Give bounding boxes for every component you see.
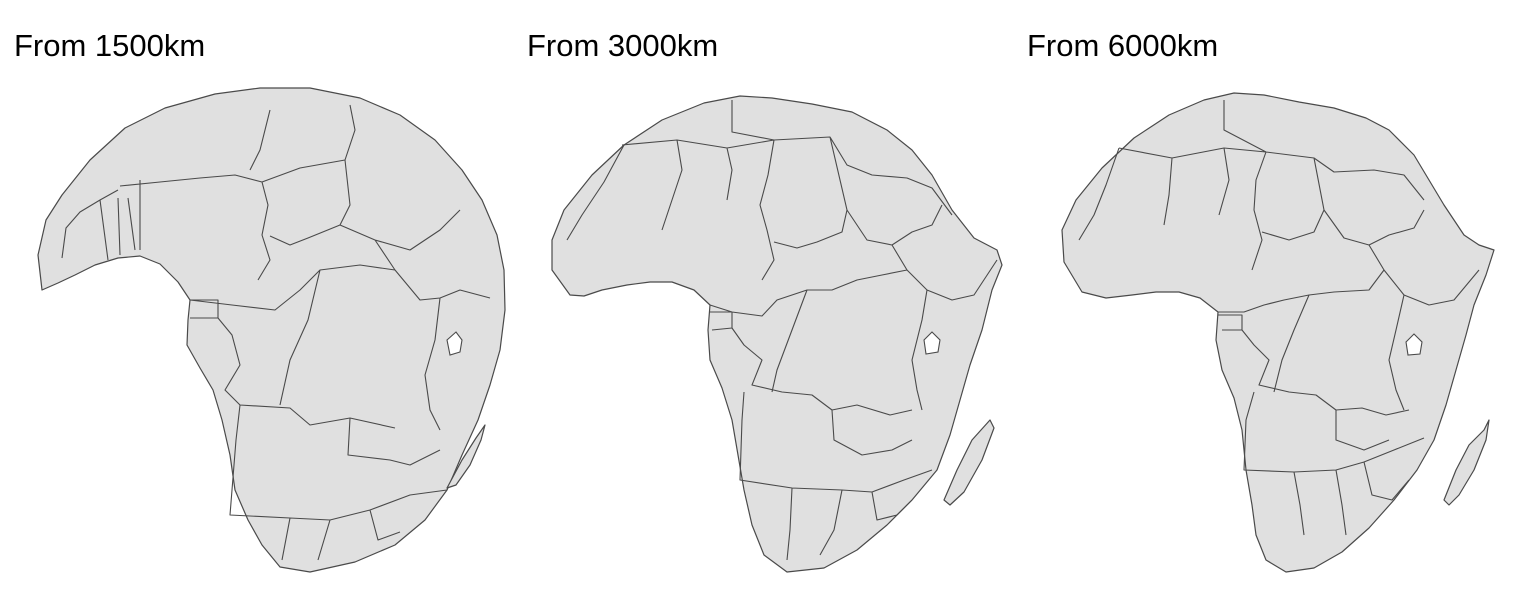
panel-title: From 6000km <box>1027 28 1219 63</box>
map-panel-6000km: From 6000km <box>1024 0 1536 614</box>
madagascar <box>943 419 995 506</box>
madagascar <box>446 424 486 489</box>
panel-title: From 3000km <box>527 28 719 63</box>
madagascar <box>1443 419 1490 506</box>
map-panel-3000km: From 3000km <box>512 0 1024 614</box>
panel-title: From 1500km <box>14 28 206 63</box>
africa-map-1500km <box>37 87 506 573</box>
lake-victoria <box>923 331 941 355</box>
lake-victoria <box>1405 333 1423 356</box>
map-panel-1500km: From 1500km <box>0 0 512 614</box>
country-borders <box>566 100 998 561</box>
africa-map-3000km <box>551 95 1003 573</box>
continent-outline <box>37 87 506 573</box>
continent-outline <box>1061 92 1495 573</box>
country-borders <box>61 104 491 561</box>
continent-outline <box>551 95 1003 573</box>
africa-map-6000km <box>1061 92 1495 573</box>
lake-victoria <box>446 331 463 356</box>
country-borders <box>1078 100 1480 536</box>
